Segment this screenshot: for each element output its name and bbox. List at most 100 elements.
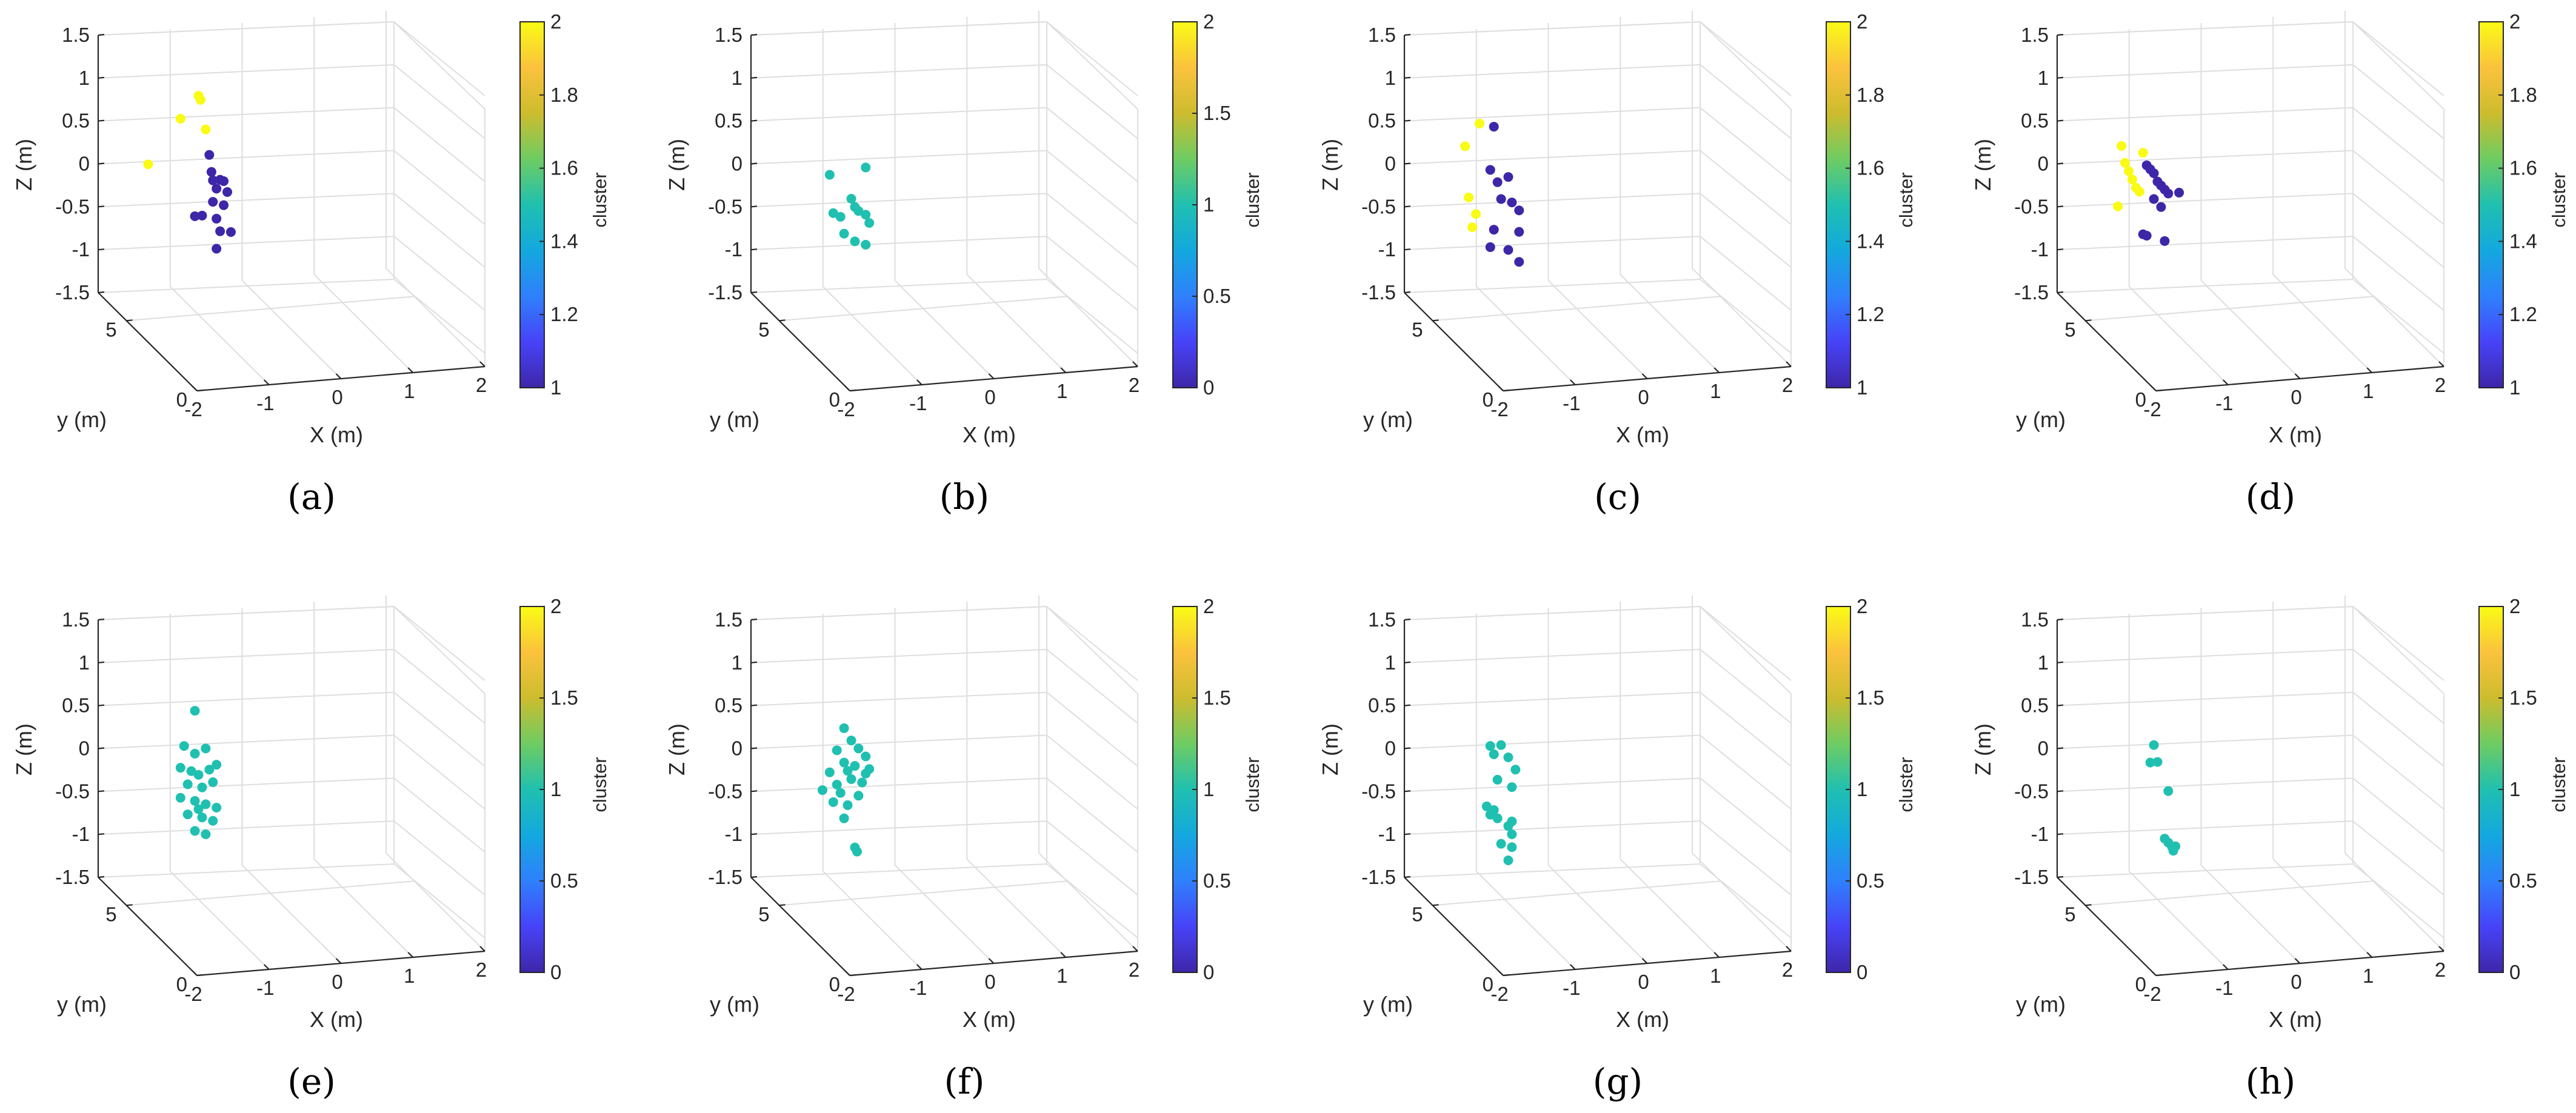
x-tick-label: 0 bbox=[2291, 971, 2301, 993]
y-tick-label: 0 bbox=[2135, 973, 2146, 995]
gridline-back-z bbox=[1404, 236, 1701, 251]
scatter-point bbox=[208, 197, 218, 207]
gridline-back-z bbox=[750, 236, 1047, 251]
z-tick-mark bbox=[750, 661, 758, 663]
x-tick-label: 0 bbox=[332, 971, 342, 993]
y-tick-mark bbox=[196, 389, 204, 392]
scatter-point bbox=[1492, 177, 1503, 187]
z-tick-label: -0.5 bbox=[55, 195, 90, 218]
gridline-back-z bbox=[1404, 193, 1701, 208]
scatter-point bbox=[201, 799, 211, 809]
scatter-point bbox=[832, 780, 842, 789]
colorbar-tick-label: 1.6 bbox=[1857, 157, 1884, 179]
x-tick-label: 2 bbox=[1129, 374, 1140, 396]
gridline-floor-x bbox=[823, 871, 923, 970]
colorbar-tick-label: 1.4 bbox=[550, 230, 578, 252]
gridline-back-z bbox=[2057, 193, 2354, 208]
scatter-points bbox=[1460, 119, 1524, 267]
gridline-floor-x bbox=[2129, 871, 2229, 970]
z-axis-label: Z (m) bbox=[664, 139, 689, 191]
gridline-side-z bbox=[1046, 21, 1138, 96]
scatter-point bbox=[853, 743, 864, 754]
scatter-point bbox=[2168, 846, 2178, 856]
x-tick-label: 0 bbox=[2291, 386, 2301, 408]
gridline-floor-y bbox=[779, 880, 1067, 906]
colorbar-tick-label: 2 bbox=[1203, 10, 1214, 33]
gridline-floor-x bbox=[2200, 865, 2301, 964]
scatter-point bbox=[835, 211, 846, 222]
gridline-top-back bbox=[2057, 606, 2354, 620]
gridline-side-z bbox=[1700, 606, 1792, 681]
z-tick-mark bbox=[750, 205, 758, 208]
scatter-point bbox=[219, 176, 229, 186]
colorbar-tick-label: 1.2 bbox=[1857, 303, 1884, 325]
x-tick-label: -1 bbox=[256, 977, 274, 999]
x-tick-mark bbox=[335, 958, 342, 964]
gridline-back-z bbox=[1404, 150, 1701, 165]
z-tick-label: 1.5 bbox=[62, 608, 90, 631]
gridline-back-z bbox=[2057, 648, 2354, 663]
scatter-point bbox=[193, 804, 204, 814]
x-tick-mark bbox=[2366, 367, 2373, 373]
gridline-back-z bbox=[2057, 107, 2354, 122]
gridline-top-back bbox=[2057, 21, 2354, 36]
gridline-back-z bbox=[1404, 691, 1701, 706]
scatter-point bbox=[853, 206, 864, 216]
colorbar-tick-label: 1.5 bbox=[1203, 102, 1231, 124]
gridline-back-z bbox=[750, 820, 1047, 836]
scatter-point bbox=[861, 210, 871, 220]
colorbar-tick-label: 1 bbox=[1203, 778, 1214, 800]
y-tick-label: 0 bbox=[176, 973, 187, 995]
scatter-point bbox=[2145, 757, 2155, 768]
y-tick-mark bbox=[2085, 319, 2092, 322]
x-tick-label: -1 bbox=[909, 392, 927, 414]
z-tick-label: 0.5 bbox=[2021, 694, 2049, 717]
scatter-point bbox=[839, 228, 849, 239]
gridline-floor-x bbox=[894, 280, 995, 379]
gridline-side-z bbox=[1700, 150, 1792, 225]
z-tick-mark bbox=[2057, 291, 2064, 294]
z-tick-mark bbox=[2057, 205, 2064, 208]
scatter-point bbox=[839, 757, 849, 768]
gridline-back-z bbox=[2057, 64, 2354, 79]
scatter-points bbox=[2145, 740, 2181, 856]
scatter-point bbox=[212, 184, 222, 194]
y-axis-label: y (m) bbox=[710, 407, 759, 432]
scatter-point bbox=[201, 124, 211, 135]
gridline-side-z bbox=[2352, 64, 2444, 139]
gridline-floor-x bbox=[966, 274, 1066, 373]
scatter-point bbox=[208, 816, 218, 826]
scatter-point bbox=[206, 167, 216, 177]
z-tick-label: 1.5 bbox=[1368, 608, 1396, 631]
x-tick-label: 0 bbox=[1638, 386, 1649, 408]
gridline-floor-x bbox=[2272, 859, 2372, 958]
z-tick-mark bbox=[750, 248, 758, 251]
z-tick-label: -0.5 bbox=[708, 780, 742, 802]
grid bbox=[98, 11, 486, 391]
scatter-point bbox=[853, 791, 864, 801]
x-tick-mark bbox=[1713, 952, 1720, 958]
x-tick-mark bbox=[263, 379, 270, 385]
x-tick-label: 2 bbox=[2435, 959, 2446, 981]
y-axis-label: y (m) bbox=[1363, 407, 1413, 432]
colorbar-tick-label: 1 bbox=[2509, 778, 2520, 800]
grid bbox=[2057, 11, 2444, 391]
axes bbox=[2056, 33, 2444, 392]
panel-caption: (c) bbox=[1594, 476, 1641, 517]
scatter-point bbox=[186, 766, 196, 776]
gridline-side-z bbox=[2352, 193, 2444, 268]
z-tick-mark bbox=[98, 291, 105, 294]
scatter-point bbox=[824, 170, 835, 180]
gridline-back-z bbox=[1404, 648, 1701, 663]
colorbar-tick-label: 0 bbox=[1857, 961, 1867, 983]
grid bbox=[750, 11, 1138, 391]
colorbar-tick-label: 2 bbox=[550, 10, 561, 33]
scatter-point bbox=[1503, 856, 1513, 865]
gridline-back-z bbox=[1404, 107, 1701, 122]
colorbar-tick-label: 0.5 bbox=[1203, 285, 1231, 307]
scatter-point bbox=[850, 761, 860, 771]
gridline-side-z bbox=[393, 107, 486, 182]
scatter-point bbox=[2163, 188, 2174, 199]
x-tick-mark bbox=[335, 373, 342, 379]
gridline-floor-x bbox=[2200, 280, 2301, 379]
